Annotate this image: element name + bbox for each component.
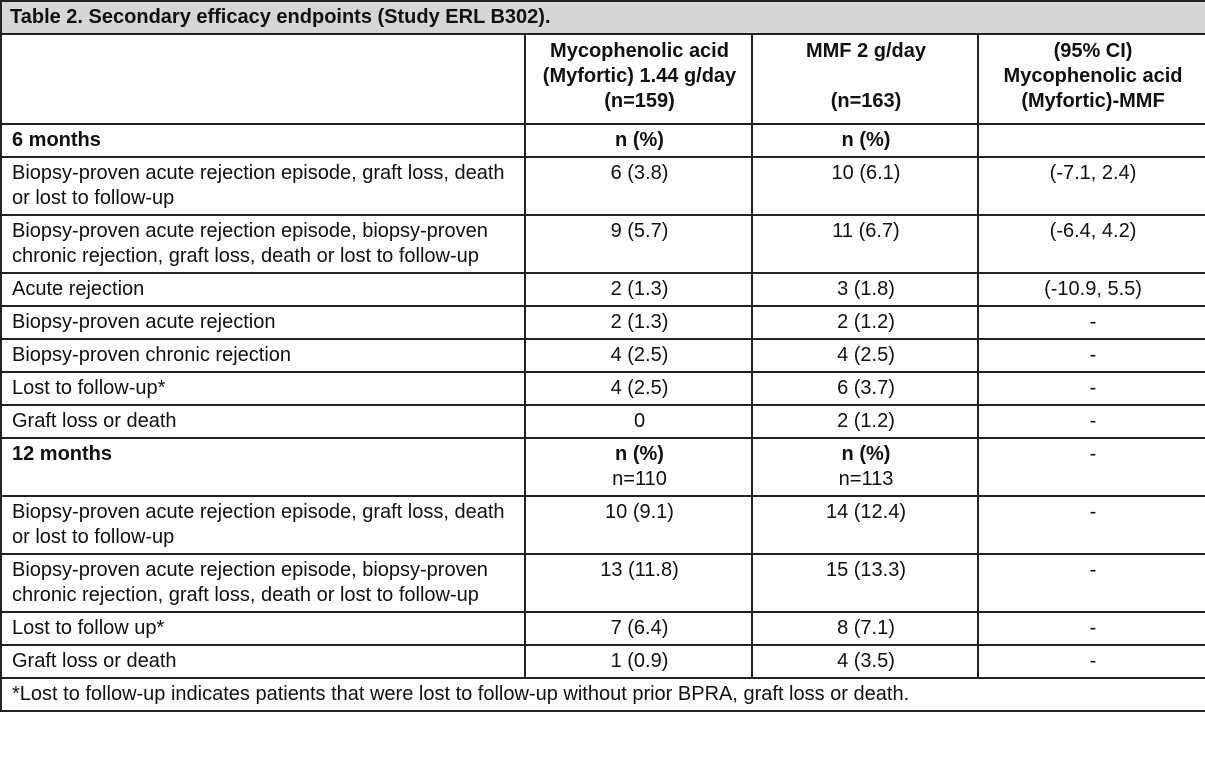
row-label: Graft loss or death [0, 404, 526, 439]
row-value-ci: - [976, 371, 1205, 406]
row-value-ci: - [976, 553, 1205, 613]
caption-row: Table 2. Secondary efficacy endpoints (S… [0, 0, 1205, 35]
section-col2: n (%) n=110 [524, 437, 753, 497]
row-value-mpa: 13 (11.8) [524, 553, 753, 613]
row-label: Biopsy-proven acute rejection episode, b… [0, 214, 526, 274]
row-value-mpa: 7 (6.4) [524, 611, 753, 646]
row-value-mpa: 1 (0.9) [524, 644, 753, 679]
section-col2-n: n=110 [612, 468, 667, 490]
header-col2-line3: (n=159) [604, 90, 675, 112]
row-value-mpa: 9 (5.7) [524, 214, 753, 274]
row-value-mmf: 14 (12.4) [751, 495, 979, 555]
header-col4-line3: (Myfortic)-MMF [1021, 90, 1165, 112]
header-col4-line2: Mycophenolic acid [1003, 65, 1183, 87]
row-value-mpa: 10 (9.1) [524, 495, 753, 555]
row-label: Biopsy-proven acute rejection [0, 305, 526, 340]
table-row: Biopsy-proven acute rejection episode, b… [0, 553, 1205, 613]
row-label: Graft loss or death [0, 644, 526, 679]
section-col3: n (%) n=113 [751, 437, 979, 497]
row-value-ci: - [976, 611, 1205, 646]
row-value-ci: - [976, 338, 1205, 373]
row-value-mmf: 8 (7.1) [751, 611, 979, 646]
header-col3: MMF 2 g/day (n=163) [751, 33, 979, 125]
table-row: Biopsy-proven acute rejection episode, b… [0, 214, 1205, 274]
table-footnote: *Lost to follow-up indicates patients th… [0, 677, 1205, 712]
table-row: Biopsy-proven acute rejection 2 (1.3) 2 … [0, 305, 1205, 340]
header-col1 [0, 33, 526, 125]
row-label: Acute rejection [0, 272, 526, 307]
row-value-ci: (-6.4, 4.2) [976, 214, 1205, 274]
table-row: Graft loss or death 0 2 (1.2) - [0, 404, 1205, 439]
row-label: Biopsy-proven chronic rejection [0, 338, 526, 373]
row-value-mmf: 3 (1.8) [751, 272, 979, 307]
section-col2-title: n (%) [615, 443, 664, 465]
row-value-mmf: 10 (6.1) [751, 156, 979, 216]
row-value-mpa: 4 (2.5) [524, 371, 753, 406]
table-row: Biopsy-proven acute rejection episode, g… [0, 156, 1205, 216]
section-row-12-months: 12 months n (%) n=110 n (%) n=113 - [0, 437, 1205, 497]
section-label: 12 months [0, 437, 526, 497]
row-value-mmf: 15 (13.3) [751, 553, 979, 613]
table-row: Graft loss or death 1 (0.9) 4 (3.5) - [0, 644, 1205, 679]
header-col3-line3: (n=163) [830, 90, 902, 112]
row-label: Lost to follow-up* [0, 371, 526, 406]
row-value-ci: - [976, 495, 1205, 555]
row-label: Biopsy-proven acute rejection episode, g… [0, 495, 526, 555]
row-value-mmf: 11 (6.7) [751, 214, 979, 274]
row-value-ci: - [976, 644, 1205, 679]
table-row: Lost to follow up* 7 (6.4) 8 (7.1) - [0, 611, 1205, 646]
section-col2: n (%) [524, 123, 753, 158]
row-value-ci: (-7.1, 2.4) [976, 156, 1205, 216]
header-col3-line1: MMF 2 g/day [805, 40, 926, 62]
row-value-mpa: 2 (1.3) [524, 305, 753, 340]
section-row-6-months: 6 months n (%) n (%) [0, 123, 1205, 158]
header-col4-line1: (95% CI) [1053, 40, 1133, 62]
row-value-mpa: 6 (3.8) [524, 156, 753, 216]
section-col4 [976, 123, 1205, 158]
section-col3-title: n (%) [841, 443, 891, 465]
row-value-ci: - [976, 305, 1205, 340]
efficacy-table: Table 2. Secondary efficacy endpoints (S… [0, 0, 1205, 712]
row-value-ci: - [976, 404, 1205, 439]
row-label: Biopsy-proven acute rejection episode, b… [0, 553, 526, 613]
table-row: Lost to follow-up* 4 (2.5) 6 (3.7) - [0, 371, 1205, 406]
section-col4: - [976, 437, 1205, 497]
header-col4: (95% CI) Mycophenolic acid (Myfortic)-MM… [976, 33, 1205, 125]
row-value-mmf: 6 (3.7) [751, 371, 979, 406]
table-row: Acute rejection 2 (1.3) 3 (1.8) (-10.9, … [0, 272, 1205, 307]
header-col2: Mycophenolic acid (Myfortic) 1.44 g/day … [524, 33, 753, 125]
header-row: Mycophenolic acid (Myfortic) 1.44 g/day … [0, 33, 1205, 125]
section-col3: n (%) [751, 123, 979, 158]
row-value-mmf: 4 (2.5) [751, 338, 979, 373]
table-row: Biopsy-proven chronic rejection 4 (2.5) … [0, 338, 1205, 373]
row-value-ci: (-10.9, 5.5) [976, 272, 1205, 307]
section-label: 6 months [0, 123, 526, 158]
table-caption: Table 2. Secondary efficacy endpoints (S… [0, 0, 1205, 35]
section-col3-n: n=113 [838, 468, 894, 490]
row-value-mpa: 0 [524, 404, 753, 439]
header-col2-line2: (Myfortic) 1.44 g/day [542, 65, 737, 87]
row-value-mmf: 4 (3.5) [751, 644, 979, 679]
row-label: Lost to follow up* [0, 611, 526, 646]
header-col2-line1: Mycophenolic acid [550, 40, 729, 62]
row-label: Biopsy-proven acute rejection episode, g… [0, 156, 526, 216]
row-value-mpa: 4 (2.5) [524, 338, 753, 373]
row-value-mmf: 2 (1.2) [751, 404, 979, 439]
table-row: Biopsy-proven acute rejection episode, g… [0, 495, 1205, 555]
row-value-mpa: 2 (1.3) [524, 272, 753, 307]
row-value-mmf: 2 (1.2) [751, 305, 979, 340]
footnote-row: *Lost to follow-up indicates patients th… [0, 677, 1205, 712]
